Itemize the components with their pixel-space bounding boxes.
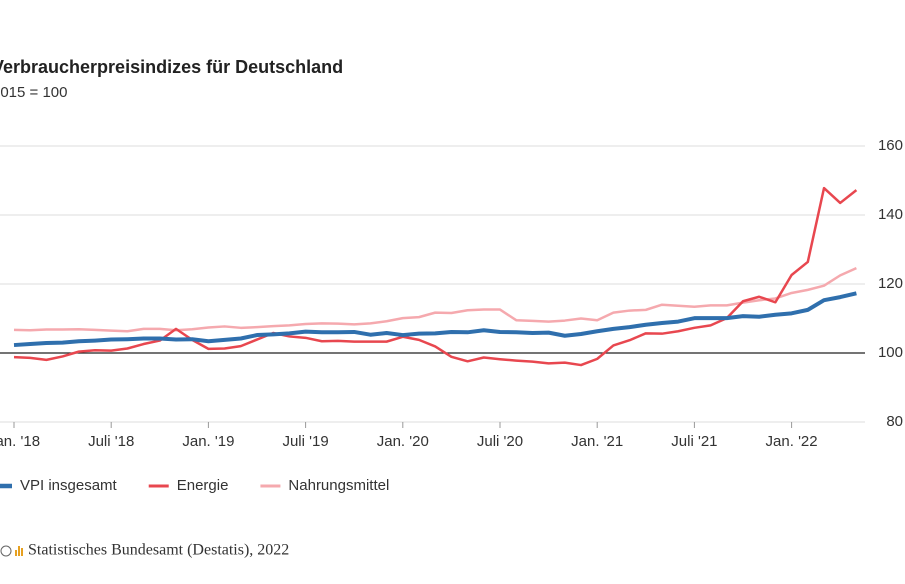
y-tick-label: 80: [886, 413, 903, 430]
legend-label: Energie: [177, 477, 229, 494]
x-tick-label: Juli '21: [671, 433, 717, 450]
chart-title: Verbraucherpreisindizes für Deutschland: [0, 57, 343, 77]
x-tick-label: Juli '18: [88, 433, 134, 450]
source-icon: [0, 545, 23, 557]
x-tick-label: Jan. '19: [182, 433, 234, 450]
series-line: [13, 291, 857, 348]
y-tick-label: 120: [878, 275, 903, 292]
source: Statistisches Bundesamt (Destatis), 2022: [28, 542, 289, 559]
y-tick-label: 100: [878, 344, 903, 361]
legend-label: VPI insgesamt: [20, 477, 118, 494]
x-tick-label: Jan. '20: [377, 433, 429, 450]
y-tick-label: 160: [878, 137, 903, 154]
chart-subtitle: 2015 = 100: [0, 84, 68, 101]
series-line: [13, 186, 858, 367]
x-tick-label: Jan. '18: [0, 433, 40, 450]
y-tick-label: 140: [878, 206, 903, 223]
x-tick-label: Juli '19: [282, 433, 328, 450]
x-tick-label: Jan. '22: [766, 433, 818, 450]
series-line: [13, 266, 857, 333]
legend-label: Nahrungsmittel: [288, 477, 389, 494]
x-tick-label: Juli '20: [477, 433, 523, 450]
x-tick-label: Jan. '21: [571, 433, 623, 450]
